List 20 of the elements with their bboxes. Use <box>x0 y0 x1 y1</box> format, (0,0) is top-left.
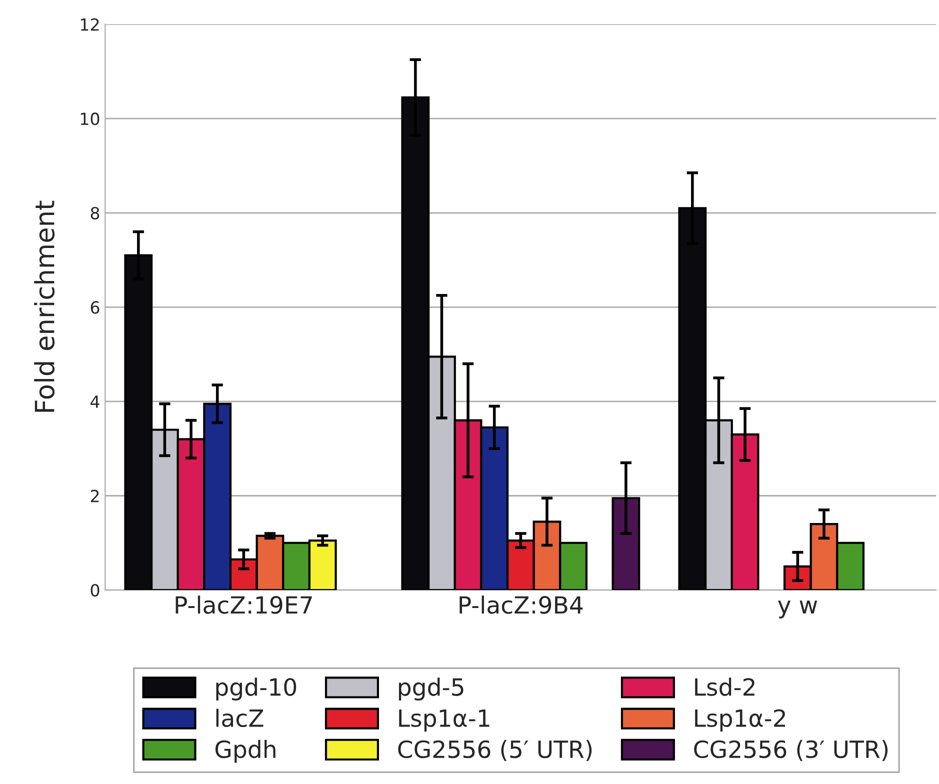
legend-label: lacZ <box>216 708 264 728</box>
legend-label: pgd-5 <box>398 678 464 701</box>
x-tick-label: y w <box>778 600 818 618</box>
y-tick-label: 10 <box>80 112 100 126</box>
legend-label: CG2556 (3′ UTR) <box>694 740 888 761</box>
x-tick-label: P-lacZ:19E7 <box>176 596 312 614</box>
legend-label: CG2556 (5′ UTR) <box>398 740 592 761</box>
legend-label: Lsp1α-1 <box>399 710 490 732</box>
legend-label: Lsp1α-2 <box>695 709 786 732</box>
y-tick-label: 0 <box>90 584 100 597</box>
y-axis-title: Fold enrichment <box>34 200 55 412</box>
y-tick-label: 6 <box>90 301 100 314</box>
y-tick-label: 12 <box>80 18 99 31</box>
legend-label: Gpdh <box>215 740 276 763</box>
y-tick-label: 8 <box>90 206 100 220</box>
y-tick-label: 2 <box>90 490 99 502</box>
y-tick-label: 4 <box>90 396 100 408</box>
x-tick-label: P-lacZ:9B4 <box>460 596 583 614</box>
legend-label: pgd-10 <box>216 678 296 701</box>
legend-label: Lsd-2 <box>695 678 754 696</box>
